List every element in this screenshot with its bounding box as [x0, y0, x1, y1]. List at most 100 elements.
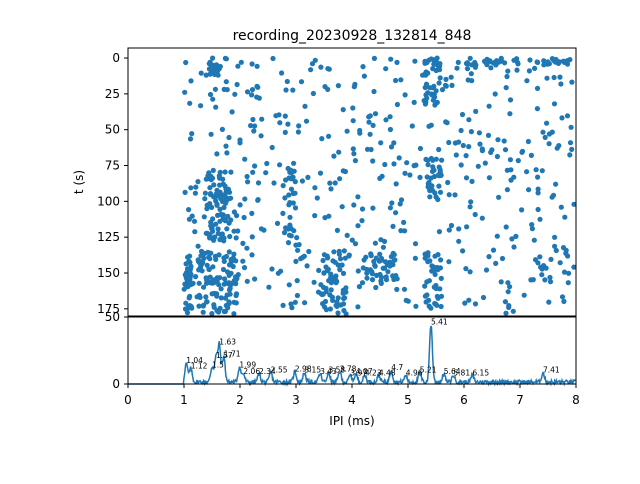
raster-point [464, 60, 470, 66]
raster-point [515, 158, 521, 164]
raster-point [252, 276, 258, 282]
raster-point [392, 257, 398, 263]
raster-point [214, 187, 220, 193]
raster-y-tick-label: 25 [105, 87, 120, 101]
raster-y-tick-label: 50 [105, 123, 120, 137]
raster-point [368, 251, 374, 257]
raster-point [206, 254, 212, 260]
raster-point [292, 179, 298, 185]
raster-point [438, 257, 444, 263]
raster-point [226, 249, 232, 255]
raster-point [498, 55, 504, 62]
raster-point [411, 163, 417, 169]
raster-point [369, 277, 376, 283]
raster-point [420, 72, 426, 78]
raster-point [282, 129, 288, 135]
raster-point [469, 78, 475, 84]
raster-point [428, 155, 434, 162]
raster-point [290, 87, 296, 93]
raster-point [201, 302, 207, 308]
histogram-peak-label: 4.7 [391, 363, 403, 372]
histogram-peak-label: 2.55 [271, 366, 288, 375]
raster-point [240, 240, 246, 246]
raster-point [285, 240, 292, 246]
raster-point [326, 278, 332, 284]
raster-point [249, 92, 255, 98]
raster-point [344, 128, 350, 134]
raster-point [468, 199, 474, 205]
raster-point [492, 91, 498, 97]
raster-point [568, 124, 574, 130]
histogram-x-axis-label: IPI (ms) [329, 414, 374, 428]
histogram-peak-label: 3.97 [350, 368, 367, 377]
raster-point [537, 254, 543, 260]
histogram-peak-label: 1.63 [219, 338, 236, 347]
raster-point [231, 251, 237, 257]
raster-point [279, 70, 285, 76]
raster-point [186, 216, 192, 222]
raster-point [208, 131, 214, 137]
raster-point [519, 207, 525, 213]
raster-point [200, 309, 206, 315]
raster-point [398, 228, 404, 234]
raster-point [507, 111, 513, 117]
raster-point [335, 310, 341, 316]
raster-point [219, 126, 225, 132]
raster-point [430, 85, 436, 91]
raster-point [211, 182, 217, 188]
raster-point [529, 226, 536, 232]
raster-point [393, 181, 399, 187]
raster-point [429, 168, 436, 174]
raster-point [543, 265, 549, 271]
raster-point [224, 87, 230, 93]
raster-point [361, 257, 367, 263]
histogram-x-tick-label: 7 [516, 393, 524, 407]
raster-point [293, 258, 299, 264]
raster-point [222, 55, 228, 62]
raster-point [217, 218, 223, 224]
raster-point [425, 250, 431, 256]
histogram-peak-label: 7.41 [543, 366, 560, 375]
raster-point [203, 294, 209, 300]
histogram-peak-label: 3.78 [340, 364, 357, 373]
histogram-peak-label: 1.71 [224, 350, 241, 359]
raster-point [437, 75, 443, 81]
raster-point [432, 253, 438, 259]
raster-point [486, 175, 492, 181]
raster-point [514, 67, 520, 73]
histogram-plot-area: 1.041.12 1.51.57 1.63 1.711.992.062.342.55 2… [128, 317, 576, 387]
raster-point [192, 229, 198, 235]
raster-point [233, 277, 239, 283]
histogram-peak-label: 1.99 [239, 360, 256, 369]
raster-point [340, 107, 346, 113]
raster-point [286, 282, 292, 288]
raster-y-ticks: 0 25 50 75 100 125 150 175 [97, 51, 128, 316]
raster-point [237, 140, 243, 146]
raster-point [207, 235, 213, 241]
raster-point [244, 173, 250, 180]
raster-plot-area [181, 55, 577, 317]
raster-point [541, 58, 547, 64]
raster-point [535, 206, 541, 213]
histogram-peak-label: 2.98 [295, 364, 312, 373]
raster-point [331, 153, 337, 159]
raster-point [565, 280, 571, 286]
raster-point [250, 116, 256, 123]
raster-point [217, 206, 223, 212]
raster-point [428, 56, 434, 62]
raster-point [334, 299, 340, 305]
histogram-peak-label: 5.64 [444, 367, 461, 376]
raster-point [352, 158, 358, 164]
raster-point [193, 274, 199, 280]
raster-point [214, 151, 220, 157]
raster-point [472, 301, 479, 307]
raster-point [323, 307, 329, 313]
raster-point [454, 65, 460, 71]
raster-point [210, 264, 216, 270]
raster-point [327, 306, 333, 312]
raster-point [499, 255, 506, 262]
raster-point [527, 57, 533, 63]
raster-point [221, 204, 227, 211]
raster-point [222, 308, 228, 314]
raster-point [327, 180, 333, 186]
